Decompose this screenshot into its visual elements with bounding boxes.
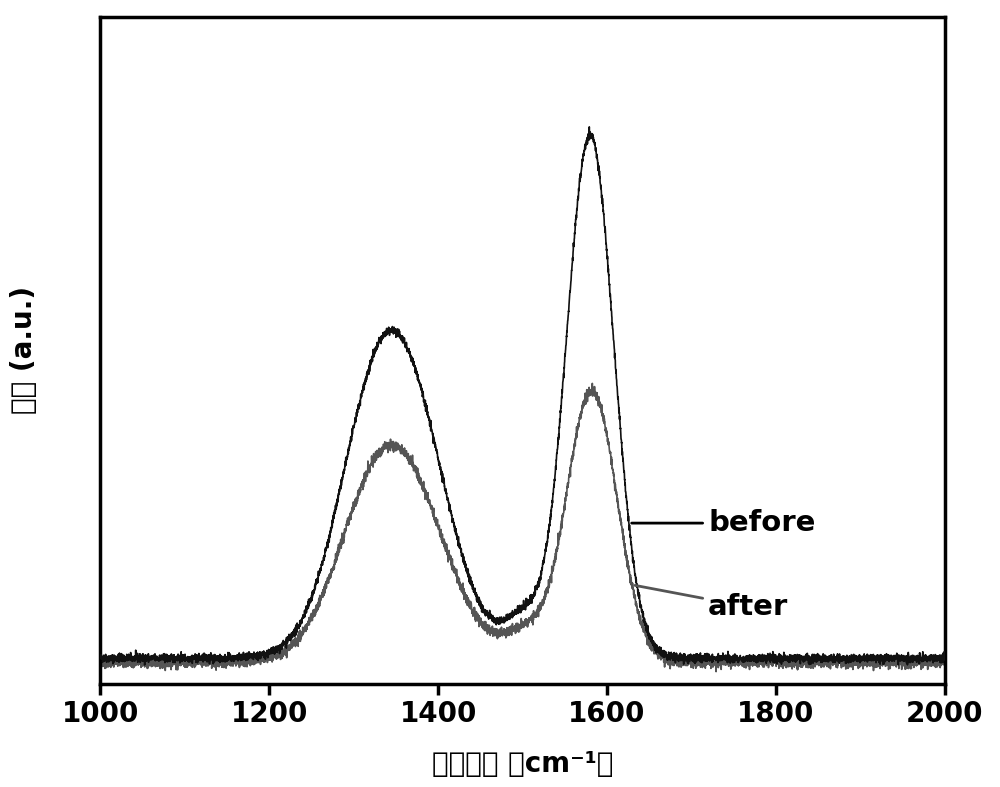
Text: 强度 (a.u.): 强度 (a.u.) [10, 286, 38, 414]
Text: before: before [632, 509, 816, 537]
Text: after: after [635, 586, 788, 621]
Text: 拉曼位移 （cm⁻¹）: 拉曼位移 （cm⁻¹） [432, 750, 613, 778]
